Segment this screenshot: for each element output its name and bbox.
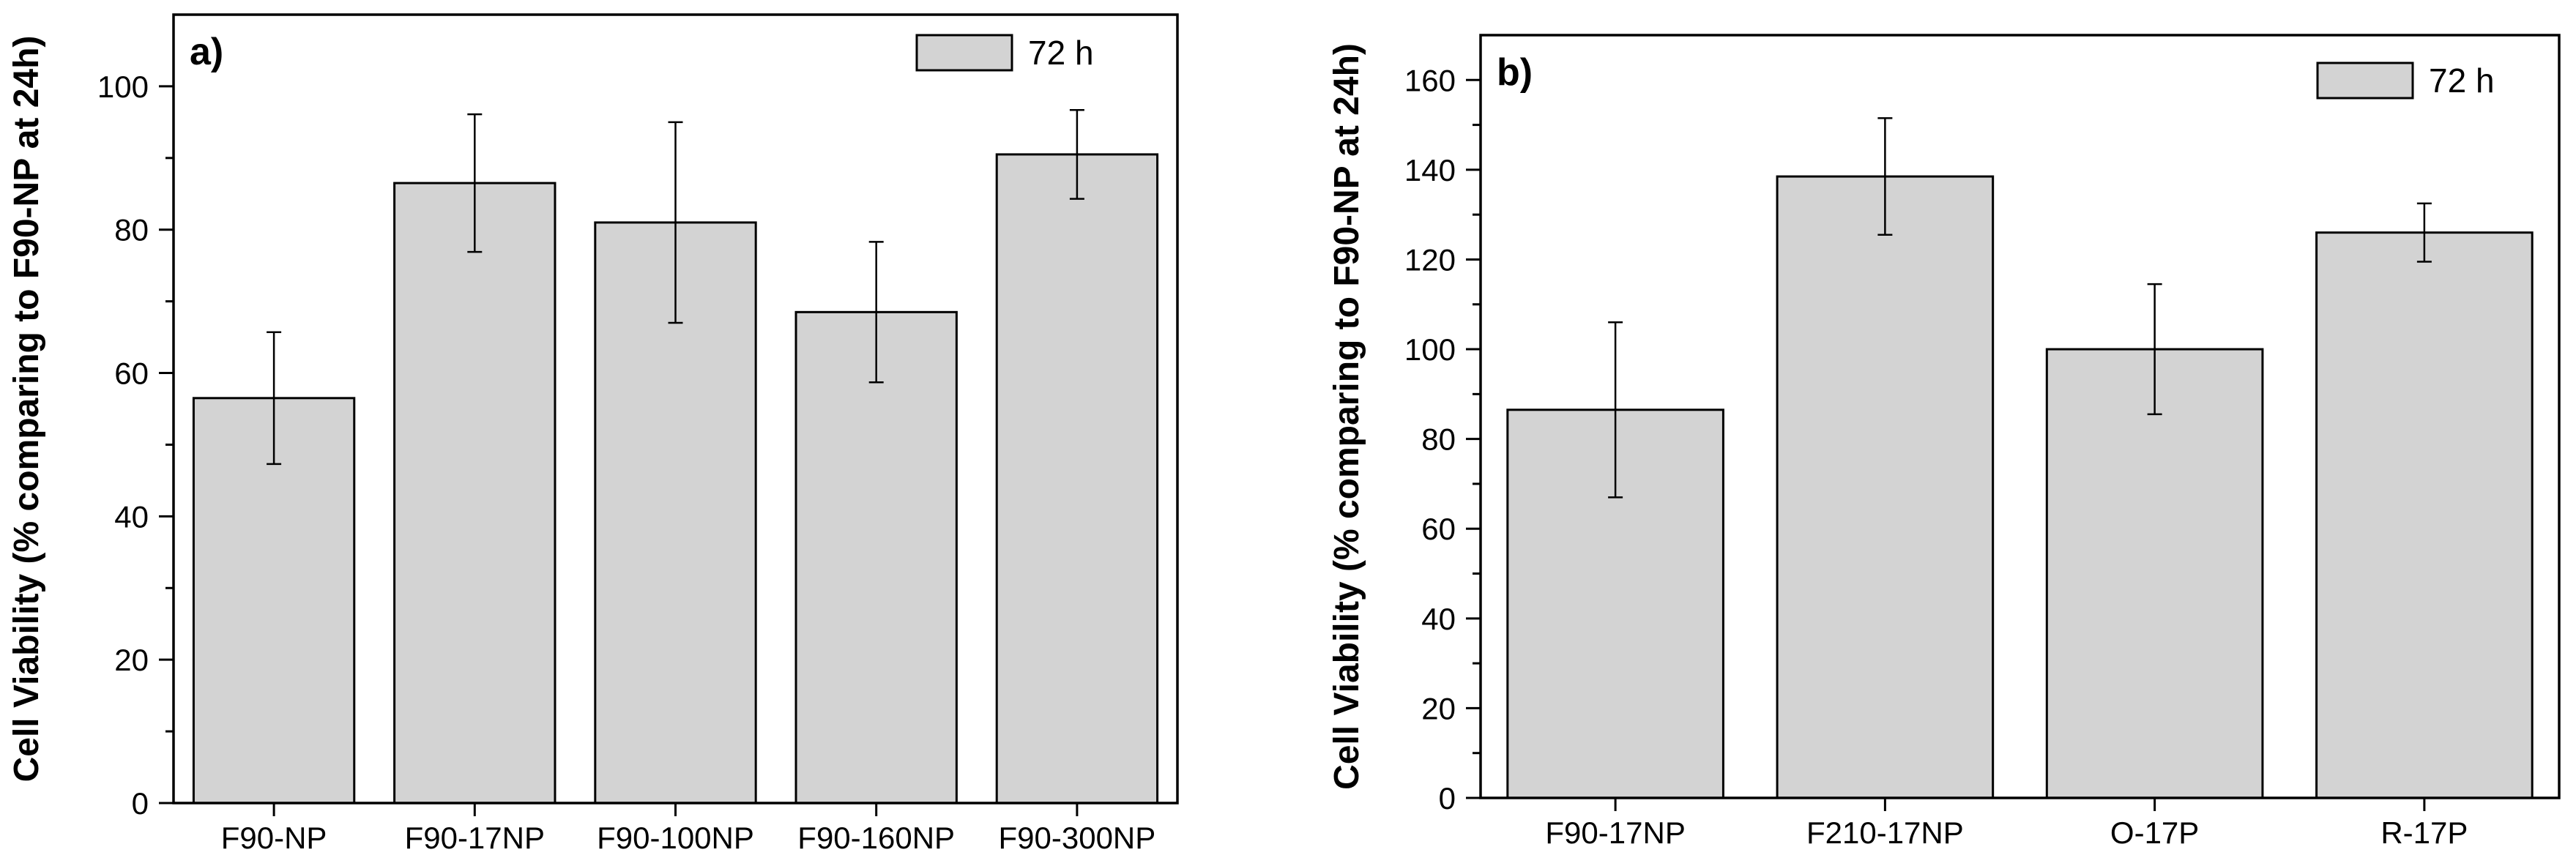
bar [794, 310, 958, 805]
y-tick-label: 0 [1439, 781, 1456, 815]
y-tick-label: 20 [114, 643, 149, 677]
bar [2045, 348, 2264, 799]
legend-swatch [915, 34, 1013, 72]
y-tick-label: 100 [1404, 332, 1456, 367]
y-axis-title: Cell Viability (% comparing to F90-NP at… [1328, 43, 1366, 790]
x-tick-label: F90-17NP [1545, 815, 1685, 850]
legend-swatch [2316, 61, 2414, 100]
error-bar [1608, 321, 1623, 499]
y-tick-label: 40 [1421, 602, 1456, 636]
y-tick-label: 80 [114, 213, 149, 247]
y-tick-label: 120 [1404, 242, 1456, 277]
bar [393, 182, 556, 805]
x-tick-label: F210-17NP [1806, 815, 1964, 850]
panel-label: b) [1497, 51, 1533, 94]
legend-label: 72 h [1028, 34, 1094, 72]
y-tick-label: 60 [114, 357, 149, 391]
y-tick-label: 40 [114, 499, 149, 534]
legend: 72 h [915, 34, 1094, 72]
error-bar [467, 113, 483, 253]
bar [2315, 231, 2534, 799]
legend-label: 72 h [2429, 61, 2495, 100]
y-axis-title: Cell Viability (% comparing to F90-NP at… [7, 36, 46, 783]
bar [1776, 175, 1995, 799]
error-bar [668, 121, 683, 324]
bar [995, 153, 1159, 805]
x-tick-label: F90-NP [221, 821, 327, 855]
panel-label: a) [190, 31, 223, 73]
chart-panel-b: 0 20 40 60 80 100 120 140 160 F90-17NP F210-17NP O-… [1328, 34, 2561, 850]
error-bar [868, 241, 884, 384]
y-tick-label: 100 [97, 70, 149, 104]
error-bar [267, 331, 282, 466]
y-tick-label: 60 [1421, 512, 1456, 546]
error-bar [1877, 117, 1893, 236]
x-tick-label: R-17P [2380, 815, 2468, 850]
x-tick-label: F90-300NP [999, 821, 1156, 855]
error-bar [2147, 283, 2162, 416]
y-tick-label: 140 [1404, 153, 1456, 187]
x-tick-label: F90-100NP [597, 821, 754, 855]
y-tick-label: 80 [1421, 422, 1456, 457]
bar [192, 397, 356, 805]
error-bar [2416, 202, 2432, 263]
x-tick-label: F90-160NP [797, 821, 955, 855]
plot-frame [1479, 34, 2561, 799]
y-tick-label: 160 [1404, 63, 1456, 97]
error-bar [1069, 108, 1084, 200]
x-tick-label: O-17P [2110, 815, 2199, 850]
y-tick-label: 20 [1421, 691, 1456, 725]
chart-panel-a: 0 20 40 60 80 100 F90-NP F90-17NP F90-100NP F90-1… [7, 13, 1179, 855]
y-tick-label: 0 [132, 786, 149, 821]
legend: 72 h [2316, 61, 2495, 100]
x-tick-label: F90-17NP [405, 821, 545, 855]
